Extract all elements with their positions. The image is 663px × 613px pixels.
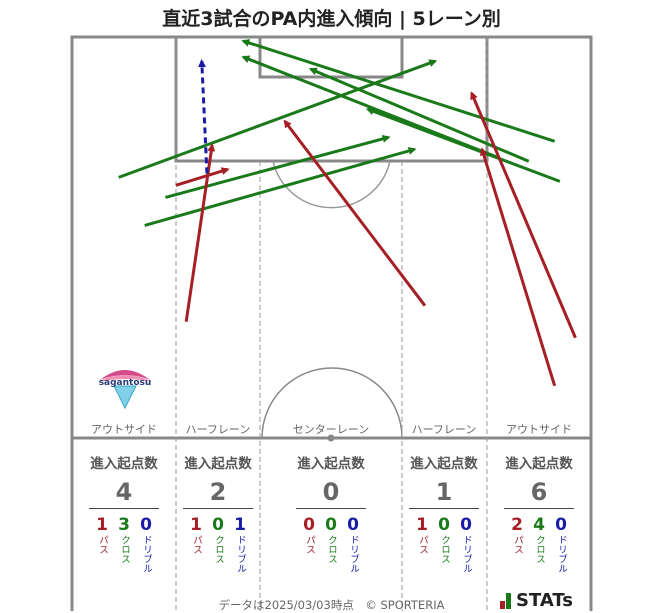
stat-pass-count: 1 [96,515,108,535]
stat-heading: 進入起点数 [184,456,252,472]
stat-cross-count: 3 [118,515,130,535]
stat-cross: 3 クロス [116,515,132,573]
stat-heading: 進入起点数 [297,456,365,472]
cross-arrow [165,134,391,199]
brand-mark-icon [500,592,512,609]
stat-dribble-label: ドリブル [348,535,359,573]
stat-pass-label: パス [512,535,523,554]
stat-pass: 1 パス [188,515,204,573]
stat-total: 0 [296,478,366,509]
stat-breakdown: 1 パス 3 クロス 0 ドリブル [74,515,174,573]
stat-cross-count: 0 [212,515,224,535]
stat-pass-label: パス [191,535,202,554]
stat-cross-count: 0 [325,515,337,535]
stat-heading: 進入起点数 [410,456,478,472]
cross-arrow [308,67,530,163]
chart-title: 直近3試合のPA内進入傾向 | 5レーン別 [162,8,501,30]
cross-arrow [118,59,438,179]
stat-dribble: 0 ドリブル [553,515,569,573]
lane-stats: 進入起点数 6 2 パス 4 クロス 0 ドリブル [489,452,589,573]
stat-pass-count: 1 [190,515,202,535]
stat-dribble-label: ドリブル [556,535,567,573]
stat-cross-label: クロス [119,535,130,564]
stat-pass-count: 0 [303,515,315,535]
stat-pass-count: 1 [416,515,428,535]
stat-breakdown: 1 パス 0 クロス 1 ドリブル [168,515,268,573]
svg-text:sagantosu: sagantosu [99,378,152,388]
stat-breakdown: 0 パス 0 クロス 0 ドリブル [281,515,381,573]
stat-total: 6 [504,478,574,509]
stat-cross-count: 0 [438,515,450,535]
stat-dribble-count: 0 [347,515,359,535]
stat-pass-label: パス [97,535,108,554]
stat-cross-label: クロス [439,535,450,564]
penalty-arc [272,160,391,209]
stat-cross-label: クロス [534,535,545,564]
stat-pass-label: パス [417,535,428,554]
stat-pass-label: パス [304,535,315,554]
lane-stats: 進入起点数 2 1 パス 0 クロス 1 ドリブル [168,452,268,573]
stat-dribble-count: 1 [234,515,246,535]
stat-cross-label: クロス [213,535,224,564]
stat-breakdown: 1 パス 0 クロス 0 ドリブル [394,515,494,573]
stat-cross: 0 クロス [323,515,339,573]
stat-heading: 進入起点数 [90,456,158,472]
center-circle [261,367,403,439]
stat-dribble-count: 0 [555,515,567,535]
stat-dribble: 1 ドリブル [232,515,248,573]
stat-dribble-label: ドリブル [235,535,246,573]
stat-total: 1 [409,478,479,509]
pass-arrow [184,143,216,322]
lane-label: アウトサイド [506,423,572,436]
lane-label: アウトサイド [91,423,157,436]
cross-arrow [144,147,417,227]
pass-arrow [175,167,230,187]
stat-cross: 0 クロス [436,515,452,573]
lane-label: センターレーン [292,423,370,436]
team-crest-icon: sagantosu [98,370,152,410]
stat-total: 4 [89,478,159,509]
stat-cross-label: クロス [326,535,337,564]
stat-pass: 1 パス [414,515,430,573]
lane-stats: 進入起点数 4 1 パス 3 クロス 0 ドリブル [74,452,174,573]
cross-arrow [365,107,561,183]
lane-stats: 進入起点数 0 0 パス 0 クロス 0 ドリブル [281,452,381,573]
stat-dribble-count: 0 [140,515,152,535]
stat-dribble-label: ドリブル [141,535,152,573]
stat-cross: 0 クロス [210,515,226,573]
dribble-arrow [198,59,209,174]
stat-pass: 0 パス [301,515,317,573]
brand-name: STATs [516,590,573,611]
brand-logo: STATs [500,590,573,611]
center-spot [327,434,335,442]
pass-arrow [470,91,577,339]
stat-pass-count: 2 [511,515,523,535]
lane-label: ハーフレーン [411,423,477,436]
stat-breakdown: 2 パス 4 クロス 0 ドリブル [489,515,589,573]
footer-note: データは2025/03/03時点 © SPORTERIA [218,598,445,612]
stat-dribble: 0 ドリブル [138,515,154,573]
lane-stats: 進入起点数 1 1 パス 0 クロス 0 ドリブル [394,452,494,573]
stat-dribble: 0 ドリブル [458,515,474,573]
arrow-layer [118,39,577,387]
stat-cross: 4 クロス [531,515,547,573]
stat-dribble-count: 0 [460,515,472,535]
pass-arrow [479,147,557,387]
stat-heading: 進入起点数 [505,456,573,472]
cross-arrow [241,39,556,143]
stat-dribble-label: ドリブル [461,535,472,573]
stat-total: 2 [183,478,253,509]
stat-pass: 2 パス [509,515,525,573]
stat-pass: 1 パス [94,515,110,573]
pass-arrow [283,119,427,307]
lane-label: ハーフレーン [185,423,251,436]
team-logo: sagantosu [94,364,156,410]
stat-cross-count: 4 [533,515,545,535]
stat-dribble: 0 ドリブル [345,515,361,573]
